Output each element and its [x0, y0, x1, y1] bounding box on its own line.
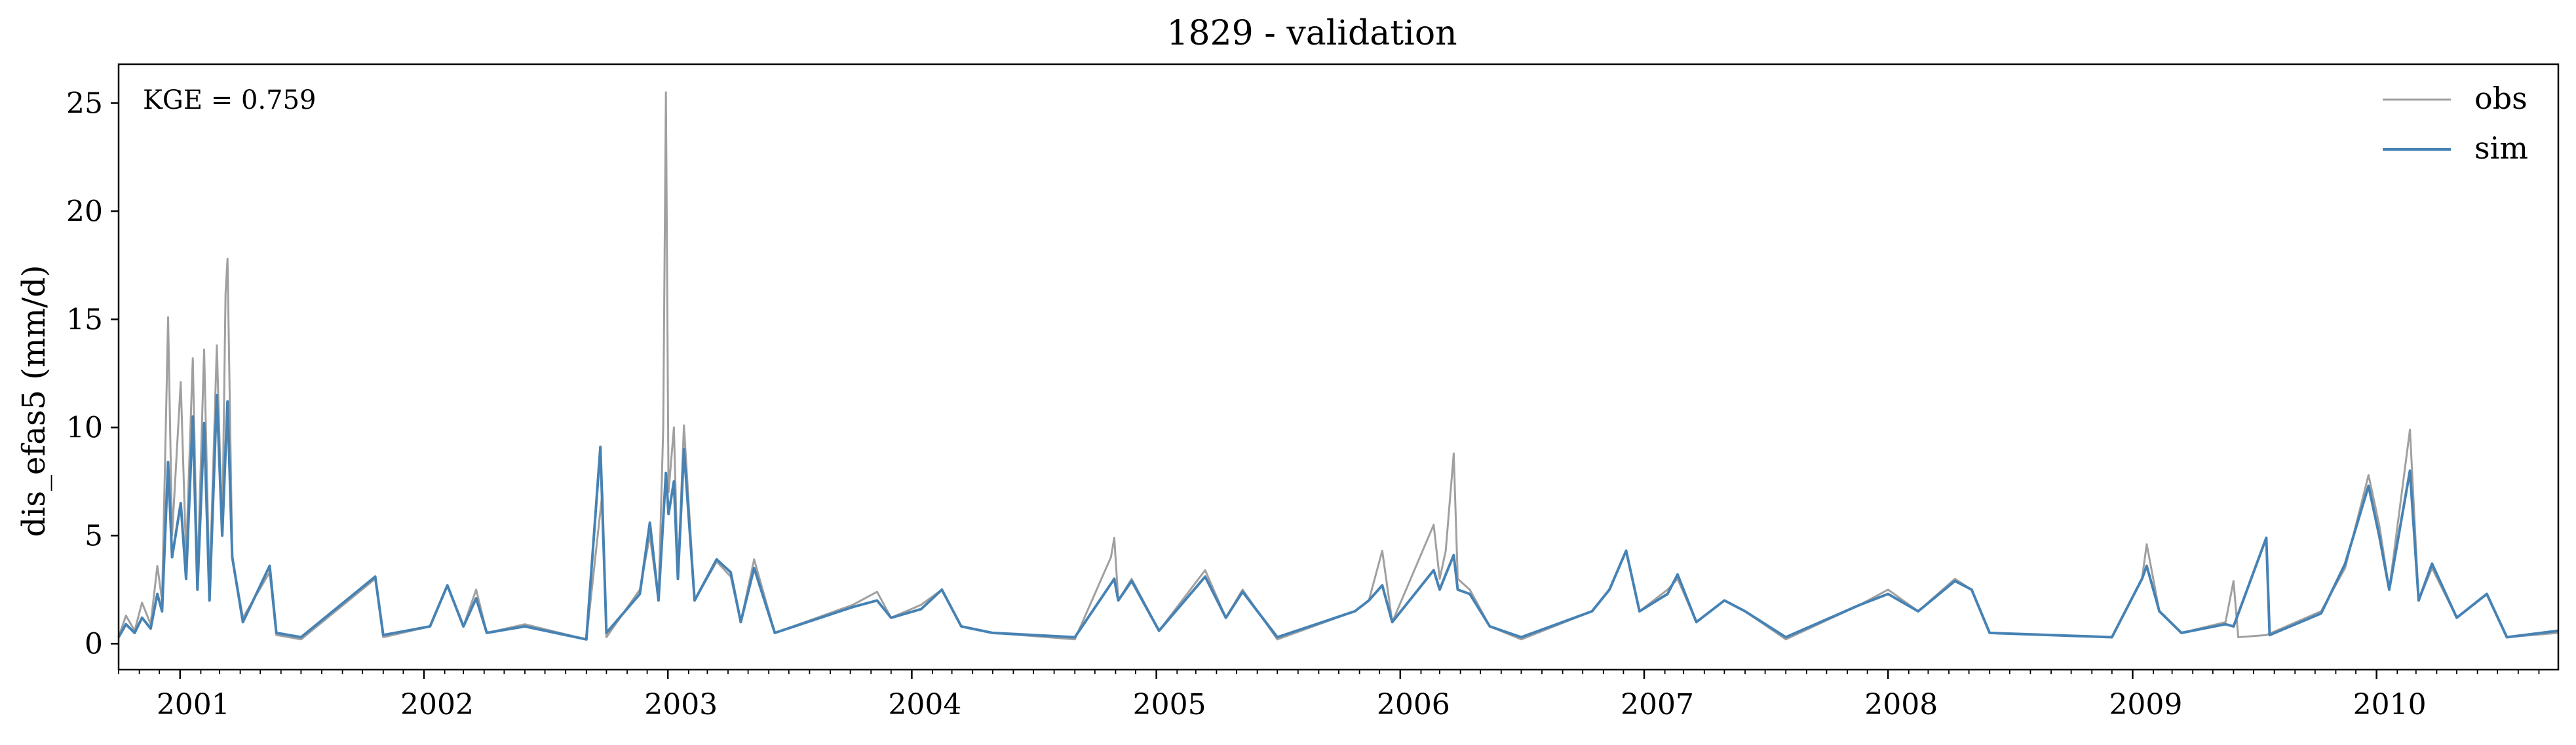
x-tick-label: 2009 [2109, 688, 2182, 721]
x-tick-label: 2006 [1377, 688, 1450, 721]
x-tick-label: 2007 [1621, 688, 1694, 721]
y-tick-label: 15 [66, 303, 103, 336]
y-tick-label: 25 [66, 86, 103, 120]
plot-frame [117, 63, 2560, 671]
x-tick-label: 2004 [888, 688, 961, 721]
chart-title: 1829 - validation [1166, 14, 1457, 53]
series-line-sim [117, 393, 2559, 641]
kge-annotation: KGE = 0.759 [143, 85, 317, 115]
legend: obs sim [2383, 81, 2528, 166]
y-tick-label: 5 [85, 519, 103, 552]
x-tick-label: 2002 [400, 688, 474, 721]
y-tick-label: 20 [66, 195, 103, 228]
x-tick-label: 2010 [2353, 688, 2427, 721]
x-tick-label: 2008 [1864, 688, 1938, 721]
legend-label-obs: obs [2474, 81, 2528, 116]
x-tick-label: 2005 [1133, 688, 1206, 721]
legend-label-sim: sim [2474, 130, 2528, 166]
x-tick-label: 2003 [644, 688, 718, 721]
y-axis-label: dis_efas5 (mm/d) [16, 265, 52, 537]
plot-area [117, 91, 2559, 641]
x-tick-label: 2001 [157, 688, 230, 721]
y-tick-label: 0 [85, 627, 103, 660]
y-tick-label: 10 [66, 411, 103, 444]
series-line-obs [117, 91, 2559, 641]
